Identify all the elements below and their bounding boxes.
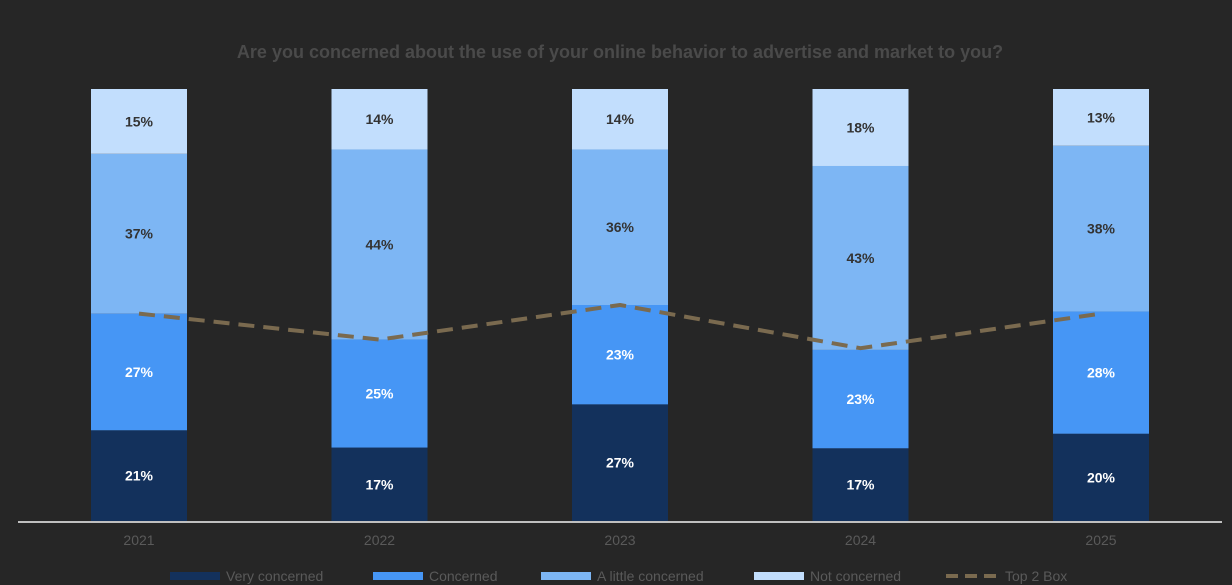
data-label-2021-2: 37% <box>125 226 154 242</box>
line-layer <box>138 303 1102 351</box>
x-tick-2024: 2024 <box>845 532 876 548</box>
legend-swatch-3 <box>754 572 804 580</box>
bar-segment-2024-2 <box>812 165 909 350</box>
data-label-2022-2: 44% <box>365 237 394 253</box>
data-label-2023-0: 27% <box>606 455 635 471</box>
bar-segment-2022-0 <box>331 447 428 521</box>
bar-segment-2023-0 <box>572 404 668 521</box>
data-label-2024-2: 43% <box>846 250 875 266</box>
bar-segment-2022-2 <box>331 149 428 340</box>
data-label-2023-1: 23% <box>606 347 635 363</box>
legend: Very concerned Concerned A little concerne… <box>170 568 1067 584</box>
bar-segment-2025-3 <box>1053 89 1149 146</box>
bar-segment-2025-1 <box>1053 311 1149 434</box>
bar-segment-2024-1 <box>812 349 909 449</box>
legend-label-3: Not concerned <box>810 568 901 584</box>
legend-swatch-0 <box>170 572 220 580</box>
bar-segment-2022-3 <box>331 89 428 150</box>
bar-segment-2023-1 <box>572 305 668 405</box>
bar-segment-2024-3 <box>812 89 909 166</box>
line-top-2-box <box>138 303 1102 351</box>
bar-segment-2023-2 <box>572 149 668 305</box>
bar-segment-2022-1 <box>331 339 428 448</box>
bar-segment-2021-1 <box>91 313 187 431</box>
legend-swatch-1 <box>373 572 423 580</box>
data-label-2025-2: 38% <box>1087 221 1116 237</box>
data-label-2023-2: 36% <box>606 219 635 235</box>
legend-label-0: Very concerned <box>226 568 323 584</box>
bar-segment-2024-0 <box>812 448 909 521</box>
legend-label-2: A little concerned <box>597 568 704 584</box>
x-tick-2021: 2021 <box>123 532 154 548</box>
chart-title: Are you concerned about the use of your … <box>237 42 1003 62</box>
data-label-2025-1: 28% <box>1087 365 1116 381</box>
bar-segment-2023-3 <box>572 89 668 150</box>
legend-label-4: Top 2 Box <box>1005 568 1067 584</box>
data-label-2021-1: 27% <box>125 364 154 380</box>
data-label-2024-3: 18% <box>846 119 875 135</box>
data-label-2022-0: 17% <box>365 476 394 492</box>
data-label-2021-0: 21% <box>125 468 154 484</box>
bar-segment-2021-3 <box>91 89 187 154</box>
bar-segment-2021-2 <box>91 153 187 314</box>
bar-segment-2025-2 <box>1053 145 1149 312</box>
legend-label-1: Concerned <box>429 568 498 584</box>
data-label-2023-3: 14% <box>606 111 635 127</box>
data-label-2022-3: 14% <box>365 111 394 127</box>
data-label-2021-3: 15% <box>125 113 154 129</box>
x-tick-2025: 2025 <box>1085 532 1116 548</box>
data-label-2024-0: 17% <box>846 477 875 493</box>
x-tick-labels: 2021 2022 2023 2024 2025 <box>123 532 1116 548</box>
data-label-2024-1: 23% <box>846 391 875 407</box>
bar-segment-2021-0 <box>91 430 187 521</box>
data-label-2022-1: 25% <box>365 386 394 402</box>
data-label-2025-0: 20% <box>1087 469 1116 485</box>
bar-segment-2025-0 <box>1053 433 1149 521</box>
bars-layer: 21% 27% 37% 15% 17% 25% 44% 14% 27% 23% 36% 14% 17% 2… <box>91 89 1149 521</box>
data-label-2025-3: 13% <box>1087 109 1116 125</box>
x-tick-2022: 2022 <box>364 532 395 548</box>
legend-swatch-2 <box>541 572 591 580</box>
x-tick-2023: 2023 <box>604 532 635 548</box>
